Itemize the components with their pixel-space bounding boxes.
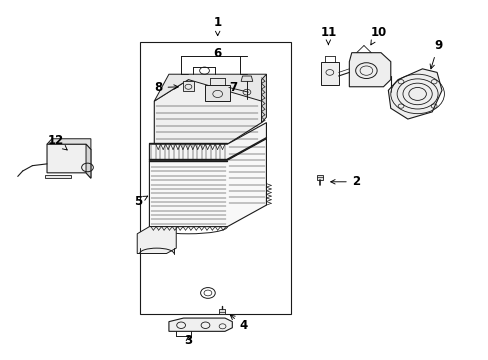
Polygon shape bbox=[317, 175, 323, 180]
Text: 12: 12 bbox=[47, 134, 67, 150]
Text: 6: 6 bbox=[213, 47, 222, 60]
Polygon shape bbox=[241, 76, 252, 81]
Polygon shape bbox=[348, 53, 390, 87]
Text: 2: 2 bbox=[330, 175, 359, 188]
Polygon shape bbox=[182, 81, 194, 91]
Polygon shape bbox=[47, 139, 91, 149]
Text: 1: 1 bbox=[213, 16, 221, 36]
Polygon shape bbox=[47, 144, 91, 178]
Polygon shape bbox=[86, 144, 91, 178]
Polygon shape bbox=[154, 80, 261, 144]
Polygon shape bbox=[149, 139, 266, 226]
Polygon shape bbox=[154, 74, 266, 101]
Polygon shape bbox=[149, 123, 266, 160]
Text: 10: 10 bbox=[370, 26, 386, 45]
Polygon shape bbox=[44, 175, 71, 178]
Polygon shape bbox=[261, 74, 266, 123]
Polygon shape bbox=[137, 226, 176, 253]
Text: 5: 5 bbox=[134, 195, 147, 208]
Text: 3: 3 bbox=[184, 334, 192, 347]
Polygon shape bbox=[205, 85, 229, 101]
Polygon shape bbox=[387, 69, 441, 119]
Text: 9: 9 bbox=[429, 39, 441, 69]
Text: 7: 7 bbox=[229, 81, 237, 94]
Polygon shape bbox=[218, 309, 224, 315]
Text: 11: 11 bbox=[320, 26, 336, 45]
Polygon shape bbox=[168, 318, 232, 331]
Text: 8: 8 bbox=[154, 81, 178, 94]
Text: 4: 4 bbox=[230, 315, 247, 332]
Polygon shape bbox=[321, 62, 338, 85]
Bar bbox=[140, 42, 290, 315]
